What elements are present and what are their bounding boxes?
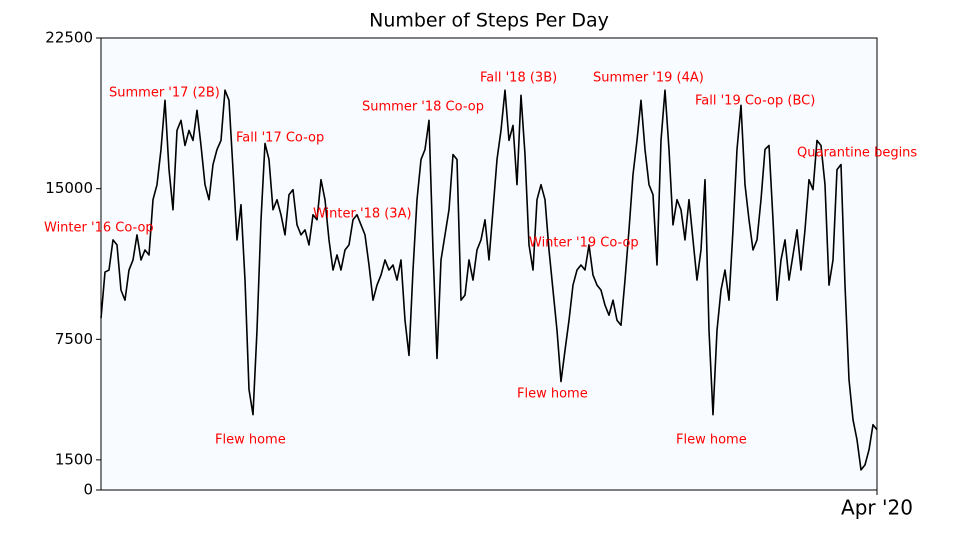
chart-title: Number of Steps Per Day xyxy=(369,10,609,32)
annotation: Flew home xyxy=(215,433,286,448)
annotation: Fall '17 Co-op xyxy=(236,131,324,146)
y-tick-label: 22500 xyxy=(45,29,93,47)
annotation: Quarantine begins xyxy=(797,146,917,161)
annotation: Flew home xyxy=(517,387,588,402)
y-tick-label: 0 xyxy=(83,481,93,499)
annotation: Summer '18 Co-op xyxy=(362,100,484,115)
data-line xyxy=(100,89,878,471)
annotation: Summer '17 (2B) xyxy=(109,86,220,101)
plot-frame xyxy=(100,37,878,491)
annotation: Flew home xyxy=(676,433,747,448)
annotation: Fall '18 (3B) xyxy=(480,71,557,86)
annotation: Winter '16 Co-op xyxy=(44,221,154,236)
y-tick-label: 1500 xyxy=(55,450,93,468)
annotation: Summer '19 (4A) xyxy=(593,71,704,86)
annotation: Winter '19 Co-op xyxy=(529,236,639,251)
y-tick-label: 15000 xyxy=(45,179,93,197)
y-tick-label: 7500 xyxy=(55,330,93,348)
annotation: Winter '18 (3A) xyxy=(313,207,412,222)
x-tick-label: Apr '20 xyxy=(841,496,913,520)
annotation: Fall '19 Co-op (BC) xyxy=(695,94,815,109)
